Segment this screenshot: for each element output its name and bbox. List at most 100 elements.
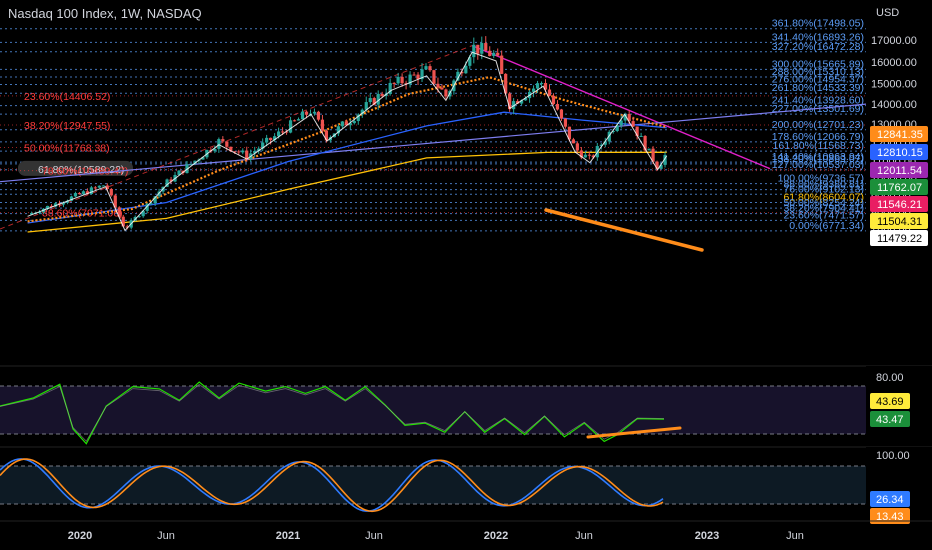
candle-body (137, 216, 141, 218)
candle-body (273, 136, 277, 141)
candle-body (412, 74, 416, 76)
candle-body (615, 125, 619, 132)
moving-average-line (27, 151, 667, 233)
price-badge (870, 179, 928, 195)
candle-body (551, 95, 556, 105)
stoch-k-line (0, 458, 664, 512)
candle-body (300, 111, 305, 120)
time-tick-label: 2022 (484, 530, 508, 542)
candle-body (61, 202, 66, 205)
candle-body (105, 185, 109, 190)
candle-body (508, 93, 512, 110)
candle-body (201, 157, 205, 160)
candle-body (460, 71, 464, 74)
candle-body (292, 120, 297, 122)
candle-body (53, 203, 58, 207)
candle-body (416, 74, 420, 80)
candle-body (85, 191, 89, 194)
fib-ext-label: 200.00%(12701.23) (772, 119, 864, 131)
candle-body (539, 83, 544, 85)
candle-body (523, 98, 528, 101)
candle-body (535, 83, 540, 89)
candle-body (559, 109, 564, 119)
candle-body (639, 135, 643, 137)
candle-body (583, 154, 587, 158)
candle-body (440, 87, 444, 90)
wedge-support-line (544, 208, 704, 252)
fib-ext-label: 227.00%(13501.69) (772, 103, 864, 115)
candle-body (316, 111, 321, 120)
candle-body (384, 94, 388, 96)
candle-body (165, 179, 169, 187)
candle-body (245, 150, 249, 160)
price-badge-label: 11546.21 (877, 199, 922, 211)
price-badge-label: 12011.54 (877, 165, 922, 177)
fib-ext-label: 23.60%(7471.57) (783, 209, 864, 221)
candle-body (516, 101, 520, 104)
candle-body (221, 139, 225, 142)
fib-ext-label: 288.00%(15310.13) (772, 66, 864, 78)
rsi-line (0, 381, 665, 445)
time-tick-label: Jun (365, 530, 383, 542)
candle-body (261, 142, 265, 149)
candle-body (65, 200, 70, 203)
candle-body (177, 170, 181, 175)
rsi-badge-label: 43.69 (876, 396, 904, 408)
fib-ext-label: 76.00%(9102.13) (783, 183, 864, 195)
candle-body (607, 131, 611, 142)
fib-ext-label: 127.00%(10537.03) (772, 159, 864, 171)
candle-body (579, 150, 583, 158)
candle-body (611, 131, 615, 133)
candle-body (233, 151, 237, 153)
candle-body (635, 126, 639, 136)
moving-average-line (27, 111, 667, 224)
candle-body (37, 212, 42, 214)
price-badge-label: 11762.07 (877, 182, 922, 194)
candle-body (388, 82, 392, 95)
candle-body (567, 126, 572, 140)
time-tick-label: 2023 (695, 530, 719, 542)
candle-body (424, 66, 428, 70)
candle-body (484, 43, 488, 51)
downtrend-line (471, 44, 771, 170)
fib-ext-label: 161.80%(11568.73) (773, 140, 864, 152)
candle-body (436, 83, 440, 88)
candle-body (472, 44, 476, 58)
candle-body (575, 143, 579, 151)
candle-body (392, 82, 396, 84)
candle-body (555, 104, 560, 110)
candle-body (480, 43, 484, 54)
candle-body (352, 121, 356, 124)
candle-body (400, 76, 404, 84)
fib-ext-label: 341.40%(16893.26) (772, 31, 864, 43)
candle-body (360, 109, 364, 115)
fib-ext-label: 88.00%(9380.81) (783, 179, 864, 191)
candle-body (468, 57, 472, 66)
candle-body (432, 70, 436, 84)
candle-body (591, 155, 595, 158)
fib-ret-label: 88.60%(7971.06) (42, 208, 123, 220)
candle-body (396, 76, 400, 84)
fast-ma-line (27, 51, 668, 232)
candle-body (655, 161, 659, 169)
candle-body (543, 83, 548, 90)
price-badge (870, 196, 928, 212)
time-tick-label: Jun (157, 530, 175, 542)
candle-body (257, 148, 261, 151)
fib-ext-label: 138.20%(10869.07) (772, 153, 864, 165)
price-badge-label: 12841.35 (877, 129, 923, 141)
candle-body (520, 100, 524, 104)
candle-body (603, 141, 607, 145)
candle-body (659, 164, 663, 169)
fib-ext-label: 261.80%(14533.39) (772, 82, 864, 94)
chart-title: Nasdaq 100 Index, 1W, NASDAQ (8, 6, 202, 21)
time-tick-label: 2020 (68, 530, 92, 542)
fib-ext-label: 0.00%(6771.34) (789, 220, 864, 232)
candle-body (380, 93, 384, 96)
candle-body (599, 144, 603, 147)
candle-body (340, 121, 344, 127)
candle-body (348, 123, 352, 126)
candle-body (512, 101, 516, 110)
candle-body (93, 187, 97, 189)
